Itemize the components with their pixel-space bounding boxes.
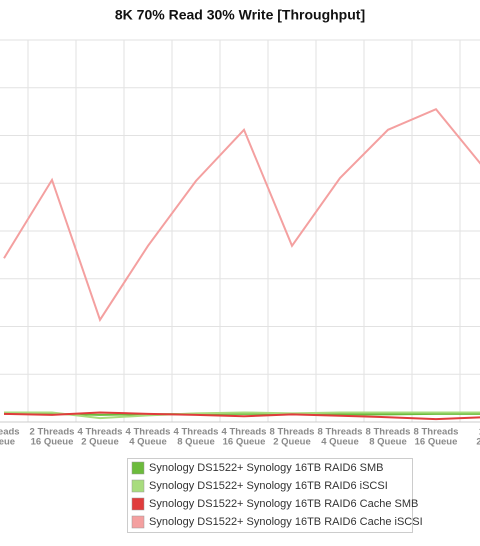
x-tick-label: 4 Queue bbox=[321, 437, 359, 448]
x-tick-label: hreads bbox=[0, 427, 20, 438]
series-line bbox=[4, 411, 480, 420]
x-tick-label: 2 Queue bbox=[81, 437, 119, 448]
legend-label: Synology DS1522+ Synology 16TB RAID6 iSC… bbox=[149, 480, 388, 492]
x-tick-label: 4 Threads bbox=[222, 427, 267, 438]
x-tick-label: ueue bbox=[0, 437, 15, 448]
x-tick-label: 16 Queue bbox=[223, 437, 266, 448]
x-tick-label: 8 Threads bbox=[318, 427, 363, 438]
x-tick-label: 8 Threads bbox=[366, 427, 411, 438]
x-tick-label: 4 Threads bbox=[78, 427, 123, 438]
x-tick-label: 8 Queue bbox=[369, 437, 407, 448]
x-tick-label: 2 Queue bbox=[273, 437, 311, 448]
x-tick-label: 16 bbox=[479, 427, 480, 438]
x-tick-label: 8 Queue bbox=[177, 437, 215, 448]
legend-swatch bbox=[131, 515, 145, 529]
legend-label: Synology DS1522+ Synology 16TB RAID6 Cac… bbox=[149, 498, 418, 510]
x-tick-label: 8 Threads bbox=[414, 427, 459, 438]
legend-swatch bbox=[131, 461, 145, 475]
chart-title: 8K 70% Read 30% Write [Throughput] bbox=[115, 7, 365, 23]
x-tick-label: 16 Queue bbox=[31, 437, 74, 448]
legend-box bbox=[127, 458, 413, 533]
x-tick-label: 2 Q bbox=[476, 437, 480, 448]
series-line bbox=[3, 108, 480, 323]
legend-swatch bbox=[131, 479, 145, 493]
x-tick-label: 8 Threads bbox=[270, 427, 315, 438]
legend-label: Synology DS1522+ Synology 16TB RAID6 Cac… bbox=[149, 516, 423, 528]
series-line bbox=[4, 412, 480, 416]
x-tick-label: 16 Queue bbox=[415, 437, 458, 448]
x-tick-label: 4 Threads bbox=[126, 427, 171, 438]
x-tick-label: 4 Queue bbox=[129, 437, 167, 448]
legend-swatch bbox=[131, 497, 145, 511]
series-line bbox=[3, 411, 480, 421]
x-tick-label: 2 Threads bbox=[30, 427, 75, 438]
x-tick-label: 4 Threads bbox=[174, 427, 219, 438]
legend-label: Synology DS1522+ Synology 16TB RAID6 SMB bbox=[149, 462, 384, 474]
